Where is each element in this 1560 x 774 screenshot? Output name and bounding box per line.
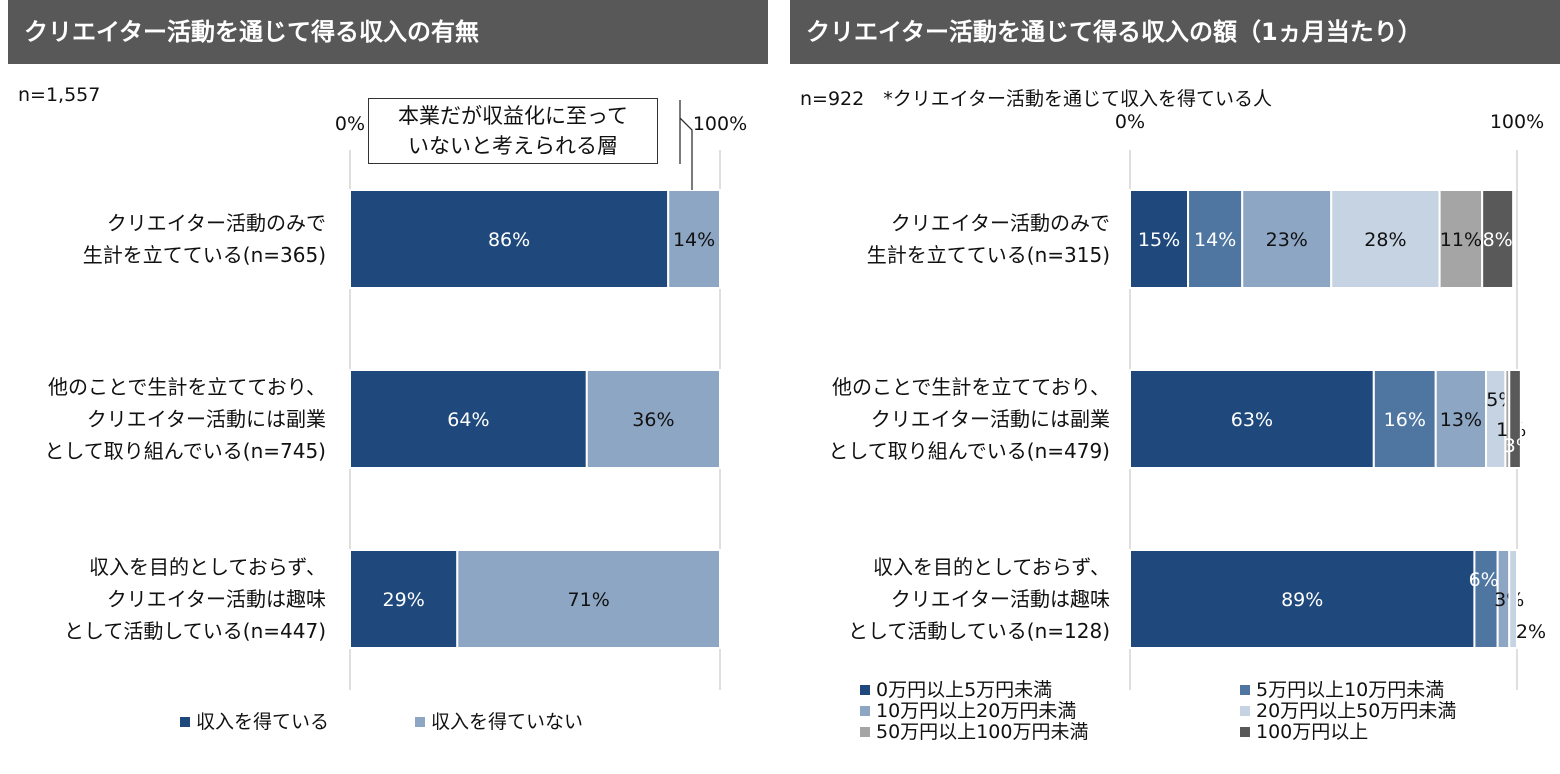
category-label: 収入を目的としておらず、 [873,555,1110,579]
category-label: クリエイター活動のみで [891,211,1110,235]
legend-swatch [1240,706,1250,716]
tick-label: 100% [1490,111,1544,133]
data-label: 89% [1281,589,1323,611]
data-label: 23% [1266,229,1308,251]
tick-label: 0% [335,113,365,135]
legend-label: 0万円以上5万円未満 [876,679,1052,701]
category-label: 収入を目的としておらず、 [89,555,326,579]
bar-segment [1481,189,1515,289]
right-chart-title: クリエイター活動を通じて得る収入の額（1ヵ月当たり） [790,0,1560,64]
bar-segment [1508,369,1522,469]
category-label: として活動している(n=128) [848,619,1110,643]
data-label: 8% [1483,229,1513,251]
data-label: 15% [1138,229,1180,251]
bar-segment [1187,189,1244,289]
data-label: 16% [1384,409,1426,431]
legend-swatch [1240,727,1250,737]
legend-swatch [860,685,870,695]
category-label: クリエイター活動には副業 [87,407,326,431]
tick-label: 0% [1115,111,1145,133]
legend-label: 収入を得ている [196,711,329,733]
bar-segment [1508,549,1519,649]
legend-swatch [415,717,425,727]
legend-swatch [860,706,870,716]
legend-label: 100万円以上 [1256,721,1368,743]
data-label: 63% [1231,409,1273,431]
bar-segment [1330,189,1441,289]
data-label: 6% [1469,569,1499,591]
category-label: 他のことで生計を立てており、 [48,375,326,399]
legend-label: 50万円以上100万円未満 [876,721,1088,743]
legend-swatch [860,727,870,737]
category-label: として取り組んでいる(n=745) [44,439,326,463]
data-label: 86% [488,229,530,251]
left-sample-size: n=1,557 [18,84,101,106]
legend-swatch [180,717,190,727]
legend-label: 5万円以上10万円未満 [1256,679,1444,701]
bar-segment [667,189,722,289]
right-chart-panel: クリエイター活動を通じて得る収入の額（1ヵ月当たり） n=922 *クリエイター… [780,0,1560,774]
callout-line-1: 本業だが収益化に至って [398,104,628,128]
legend-label: 20万円以上50万円未満 [1256,700,1456,722]
bar-segment [1129,369,1375,469]
category-label: として取り組んでいる(n=479) [828,439,1110,463]
callout-connector [679,100,693,190]
callout-box: 本業だが収益化に至って いないと考えられる層 [368,98,658,164]
data-label: 29% [383,589,425,611]
tick-label: 100% [693,113,747,135]
legend-label: 収入を得ていない [431,711,583,733]
bar-segment [1241,189,1333,289]
category-label: クリエイター活動には副業 [871,407,1110,431]
data-label: 64% [447,409,489,431]
category-label: として活動している(n=447) [64,619,326,643]
bar-segment [349,189,670,289]
data-label: 11% [1440,229,1482,251]
data-label: 14% [673,229,715,251]
bar-segment [1129,189,1190,289]
category-label: 生計を立てている(n=365) [83,243,326,267]
legend-label: 10万円以上20万円未満 [876,700,1076,722]
data-label: 3% [1504,435,1534,457]
callout-line-2: いないと考えられる層 [408,134,618,158]
category-label: クリエイター活動は趣味 [891,587,1110,611]
left-chart-panel: クリエイター活動を通じて得る収入の有無 n=1,557 0% 100% クリエイター… [8,0,768,733]
data-label: 36% [632,409,674,431]
category-label: 生計を立てている(n=315) [867,243,1110,267]
bar-segment [349,369,588,469]
data-label: 2% [1516,621,1546,643]
category-label: クリエイター活動のみで [107,211,326,235]
data-label: 28% [1364,229,1406,251]
bar-segment [349,549,459,649]
right-sample-size: n=922 *クリエイター活動を通じて収入を得ている人 [800,88,1272,110]
data-label: 13% [1440,409,1482,431]
bar-segment [456,549,721,649]
category-label: クリエイター活動は趣味 [107,587,326,611]
bar-segment [585,369,721,469]
data-label: 71% [568,589,610,611]
category-label: 他のことで生計を立てており、 [832,375,1110,399]
legend-swatch [1240,685,1250,695]
data-label: 14% [1194,229,1236,251]
left-chart-title: クリエイター活動を通じて得る収入の有無 [8,0,768,64]
